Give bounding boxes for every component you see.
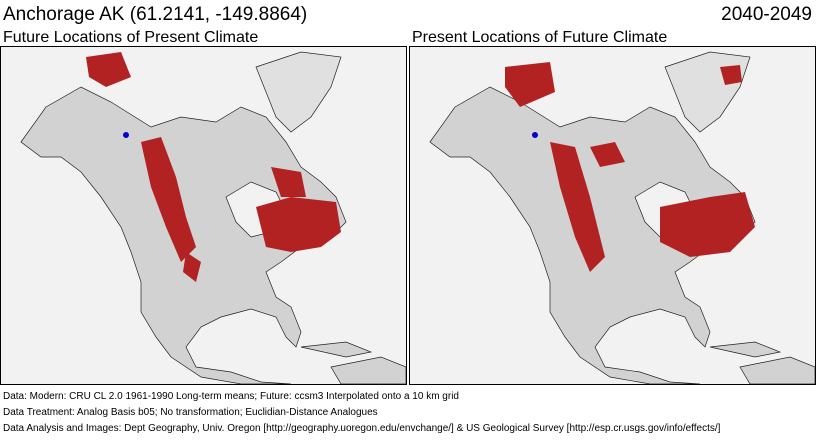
analog-regions <box>86 52 341 282</box>
map-title: Anchorage AK (61.2141, -149.8864) <box>3 4 308 25</box>
future-locations-map <box>0 46 407 385</box>
footer-credits-line: Data Analysis and Images: Dept Geography… <box>3 423 721 434</box>
location-marker <box>123 132 129 138</box>
location-marker <box>532 132 538 138</box>
footer-treatment-line: Data Treatment: Analog Basis b05; No tra… <box>3 407 378 418</box>
footer-data-line: Data: Modern: CRU CL 2.0 1961-1990 Long-… <box>3 391 459 402</box>
analog-regions <box>505 62 755 272</box>
present-locations-map <box>409 46 816 385</box>
left-panel-title: Future Locations of Present Climate <box>3 29 259 46</box>
time-period: 2040-2049 <box>721 4 812 25</box>
right-panel-title: Present Locations of Future Climate <box>412 29 668 46</box>
